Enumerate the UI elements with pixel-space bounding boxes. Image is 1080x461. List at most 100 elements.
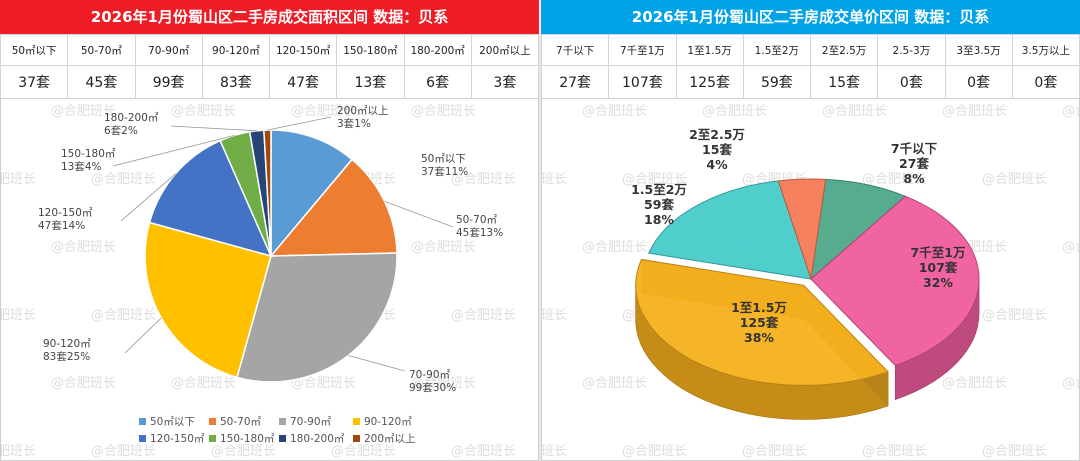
price-label-category: 2至2.5万 (689, 127, 745, 142)
area-value-cell: 45套 (67, 65, 136, 99)
price-label-value: 27套 (899, 156, 929, 171)
watermark-text: @合肥班长 (1062, 376, 1080, 391)
watermark-text: @合肥班长 (582, 104, 647, 119)
area-value-row: 37套 45套 99套 83套 47套 13套 6套 3套 (0, 65, 540, 99)
area-label-value: 6套2% (104, 124, 138, 137)
area-label-category: 70-90㎡ (409, 369, 451, 381)
area-value-cell: 13套 (336, 65, 405, 99)
legend-swatch (139, 435, 146, 442)
area-leader-line (348, 355, 406, 372)
watermark-text: @合肥班长 (982, 308, 1047, 323)
area-header-cell: 90-120㎡ (201, 34, 271, 66)
price-label-percent: 4% (706, 157, 728, 172)
area-value-cell: 99套 (134, 65, 203, 99)
legend-label: 50-70㎡ (220, 416, 262, 428)
watermark-text: @合肥班长 (862, 444, 927, 459)
watermark-text: @合肥班长 (451, 172, 516, 187)
watermark-text: @合肥班长 (51, 104, 116, 119)
area-header-cell: 200㎡以上 (470, 34, 540, 66)
price-header-cell: 2至2.5万 (809, 34, 879, 66)
area-header-cell: 50-70㎡ (67, 34, 136, 66)
watermark-text: @合肥班长 (582, 240, 647, 255)
area-label-value: 13套4% (61, 160, 102, 173)
area-stats-table: 50㎡以下 50-70㎡ 70-90㎡ 90-120㎡ 120-150㎡ 150-180㎡… (0, 34, 540, 99)
area-label-category: 50㎡以下 (421, 153, 466, 165)
watermark-text: @合肥班长 (542, 444, 567, 459)
area-leader-line (124, 317, 162, 354)
price-label-category: 1.5至2万 (631, 182, 687, 197)
area-label-category: 50-70㎡ (456, 214, 498, 226)
watermark-text: @合肥班长 (982, 172, 1047, 187)
watermark-text: @合肥班长 (91, 444, 156, 459)
price-panel: 2026年1月份蜀山区二手房成交单价区间 数据：贝系 7千以下 7千至1万 1至1.… (540, 0, 1080, 461)
price-label-percent: 18% (644, 212, 674, 227)
price-label-value: 59套 (644, 197, 674, 212)
legend-swatch (353, 435, 360, 442)
price-slice-top (647, 180, 812, 280)
area-leader-line (170, 125, 257, 132)
price-value-cell: 107套 (608, 65, 677, 99)
watermark-text: @合肥班长 (542, 172, 567, 187)
area-label-value: 45套13% (456, 226, 503, 239)
watermark-text: @合肥班长 (51, 376, 116, 391)
price-chart-box: @合肥班长 @合肥班长 @合肥班长 @合肥班长 @合肥班长 @合肥班长 @合肥班长 @合肥班长… (541, 98, 1080, 461)
price-stats-table: 7千以下 7千至1万 1至1.5万 1.5至2万 2至2.5万 2.5-3万 3至3.5万 3… (540, 34, 1080, 99)
price-header-cell: 3.5万以上 (1011, 34, 1080, 66)
area-value-cell: 83套 (201, 65, 271, 99)
price-value-row: 27套 107套 125套 59套 15套 0套 0套 0套 (540, 65, 1080, 99)
area-label-value: 37套11% (421, 165, 468, 178)
area-chart-box: @合肥班长 @合肥班长 @合肥班长 @合肥班长 @合肥班长 @合肥班长 @合肥班长 @合肥班长… (0, 98, 539, 461)
price-label-percent: 32% (923, 275, 953, 290)
price-value-cell: 125套 (675, 65, 744, 99)
price-pie-chart: @合肥班长 @合肥班长 @合肥班长 @合肥班长 @合肥班长 @合肥班长 @合肥班长 @合肥班长… (542, 104, 1080, 459)
legend-swatch (209, 418, 216, 425)
area-leader-line (267, 116, 332, 131)
price-value-cell: 27套 (540, 65, 610, 99)
area-label-value: 3套1% (337, 117, 371, 130)
area-title: 2026年1月份蜀山区二手房成交面积区间 数据：贝系 (0, 0, 539, 34)
watermark-text: @合肥班长 (171, 104, 236, 119)
price-header-cell: 2.5-3万 (877, 34, 946, 66)
price-header-cell: 3至3.5万 (944, 34, 1013, 66)
watermark-text: @合肥班长 (91, 308, 156, 323)
watermark-text: @合肥班长 (862, 172, 927, 187)
watermark-text: @合肥班长 (942, 376, 1007, 391)
legend-swatch (279, 435, 286, 442)
price-header-cell: 7千以下 (540, 34, 610, 66)
price-label-value: 125套 (740, 315, 779, 330)
area-label-category: 150-180㎡ (61, 148, 116, 160)
area-leader-line (384, 201, 454, 228)
area-slice (270, 129, 354, 259)
watermark-text: @合肥班长 (91, 172, 156, 187)
area-value-cell: 6套 (403, 65, 472, 99)
area-slice (148, 139, 273, 258)
area-label-value: 47套14% (38, 219, 85, 232)
watermark-text: @合肥班长 (211, 444, 276, 459)
price-label-percent: 8% (903, 171, 925, 186)
price-label-category: 1至1.5万 (731, 300, 787, 315)
watermark-text: @合肥班长 (822, 104, 887, 119)
price-value-cell: 0套 (1011, 65, 1080, 99)
area-panel: 2026年1月份蜀山区二手房成交面积区间 数据：贝系 50㎡以下 50-70㎡ 70… (0, 0, 540, 461)
area-label-category: 180-200㎡ (104, 112, 159, 124)
area-label-category: 200㎡以上 (337, 105, 389, 117)
watermark-text: @合肥班长 (1062, 240, 1080, 255)
price-header-cell: 1至1.5万 (675, 34, 744, 66)
watermark-text: @合肥班长 (622, 172, 687, 187)
area-header-cell: 120-150㎡ (268, 34, 338, 66)
area-header-cell: 150-180㎡ (336, 34, 405, 66)
legend-label: 50㎡以下 (150, 416, 195, 428)
watermark-text: @合肥班长 (411, 104, 476, 119)
legend-label: 120-150㎡ (150, 433, 205, 445)
legend-label: 180-200㎡ (290, 433, 345, 445)
price-header-cell: 1.5至2万 (742, 34, 812, 66)
area-pie-chart: @合肥班长 @合肥班长 @合肥班长 @合肥班长 @合肥班长 @合肥班长 @合肥班长 @合肥班长… (1, 104, 516, 459)
area-value-cell: 47套 (268, 65, 338, 99)
panel-divider (539, 0, 541, 461)
watermark-text: @合肥班长 (1062, 104, 1080, 119)
watermark-text: @合肥班长 (1, 308, 36, 323)
watermark-text: @合肥班长 (742, 444, 807, 459)
watermark-text: @合肥班长 (1, 444, 36, 459)
legend-swatch (353, 418, 360, 425)
legend-label: 90-120㎡ (364, 416, 412, 428)
